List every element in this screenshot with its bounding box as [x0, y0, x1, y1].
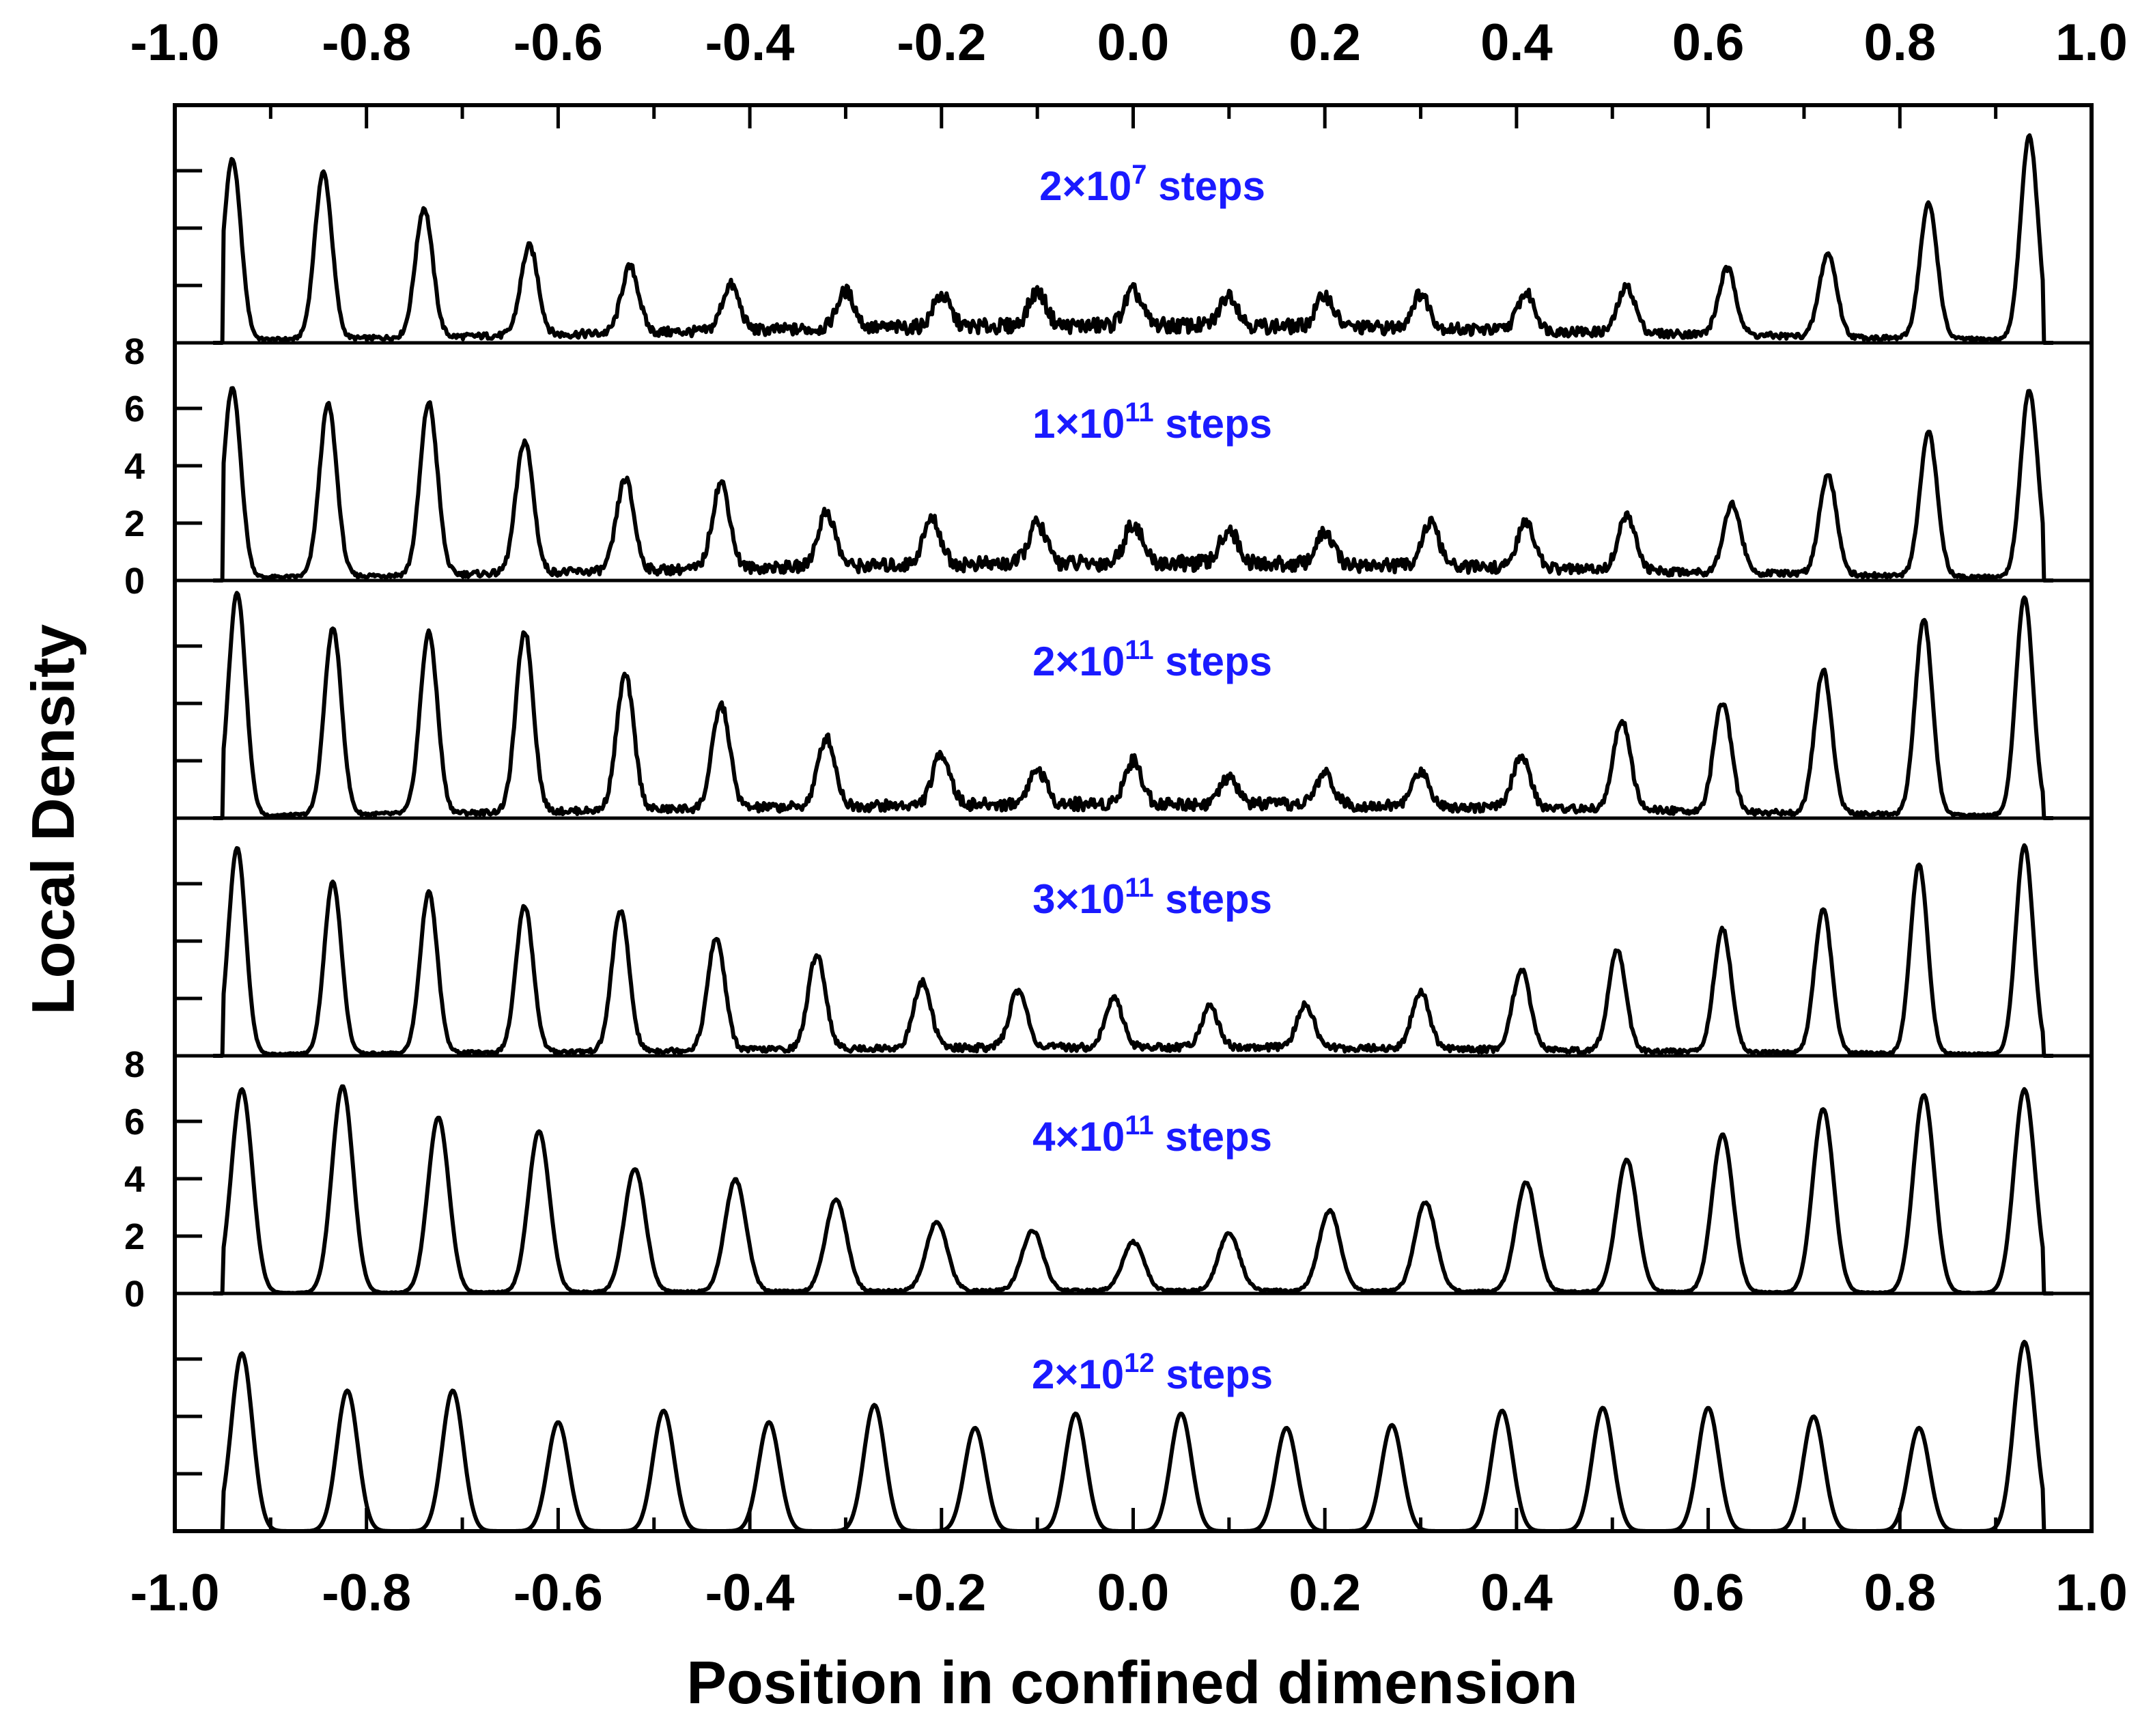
x-tick-label-top: -0.6	[513, 14, 603, 72]
x-tick-label-top: -0.2	[897, 14, 986, 72]
y-tick-label: 4	[124, 446, 145, 487]
panel-label: 2×1012 steps	[1032, 1348, 1273, 1397]
panel-4: 3×1011 steps	[175, 816, 2092, 1058]
y-tick-label: 2	[124, 503, 145, 544]
y-tick-label: 6	[124, 1102, 145, 1143]
series-line	[212, 843, 2054, 1058]
x-tick-label-top: -0.4	[705, 14, 795, 72]
chart-panels: 2×107 steps 1×1011 steps 2×1011 steps 3×101…	[173, 103, 2094, 1533]
y-tick-label: 0	[124, 561, 145, 602]
x-tick-label: -0.2	[897, 1564, 986, 1622]
x-tick-label: -0.4	[705, 1564, 795, 1622]
x-tick-label-top: 0.8	[1863, 14, 1936, 72]
y-tick-label: 2	[124, 1216, 145, 1257]
x-tick-label: 0.8	[1863, 1564, 1936, 1622]
series-line	[212, 386, 2054, 583]
series-line	[212, 133, 2054, 345]
panel-label: 2×107 steps	[1039, 160, 1265, 209]
x-tick-label: 0.6	[1672, 1564, 1745, 1622]
x-tick-label: -0.6	[513, 1564, 603, 1622]
x-tick-label: -0.8	[322, 1564, 411, 1622]
series-line	[212, 1084, 2054, 1296]
x-tick-label-top: 0.0	[1097, 14, 1170, 72]
x-tick-label: 0.2	[1289, 1564, 1361, 1622]
x-tick-label-top: -0.8	[322, 14, 411, 72]
panel-label: 1×1011 steps	[1032, 397, 1272, 447]
x-tick-label-top: -1.0	[130, 14, 220, 72]
y-tick-labels: 0 2 4 6 8 0 2 4 6 8	[124, 331, 145, 1315]
y-tick-label: 4	[124, 1159, 145, 1200]
x-tick-label-top: 0.2	[1289, 14, 1361, 72]
x-axis-title: Position in confined dimension	[686, 1649, 1577, 1716]
panel-1: 2×107 steps	[175, 133, 2054, 345]
y-tick-label: 8	[124, 1044, 145, 1085]
panel-label: 3×1011 steps	[1032, 873, 1272, 922]
x-tick-label-top: 0.4	[1480, 14, 1553, 72]
x-tick-label: -1.0	[130, 1564, 220, 1622]
y-axis-title: Local Density	[19, 624, 87, 1015]
x-tick-label-top: 0.6	[1672, 14, 1745, 72]
bottom-x-tick-labels: -1.0 -0.8 -0.6 -0.4 -0.2 0.0 0.2 0.4 0.6 0.8 1.0	[130, 1564, 2128, 1622]
x-tick-label-top: 1.0	[2055, 14, 2128, 72]
top-x-tick-labels: -1.0 -0.8 -0.6 -0.4 -0.2 0.0 0.2 0.4 0.6 0.8 1.0	[130, 14, 2128, 72]
x-tick-label: 0.0	[1097, 1564, 1170, 1622]
panel-6: 2×1012 steps	[175, 1291, 2092, 1533]
panel-3: 2×1011 steps	[175, 578, 2092, 820]
y-tick-label: 8	[124, 331, 145, 372]
x-tick-label: 0.4	[1480, 1564, 1553, 1622]
chart-ticks	[173, 105, 2094, 1531]
y-tick-label: 6	[124, 389, 145, 430]
series-line	[212, 591, 2054, 820]
panel-5: 4×1011 steps	[175, 1054, 2092, 1296]
panel-2: 1×1011 steps	[175, 341, 2092, 583]
panel-label: 4×1011 steps	[1032, 1110, 1272, 1160]
x-tick-label: 1.0	[2055, 1564, 2128, 1622]
y-tick-label: 0	[124, 1274, 145, 1315]
panel-label: 2×1011 steps	[1032, 635, 1272, 684]
